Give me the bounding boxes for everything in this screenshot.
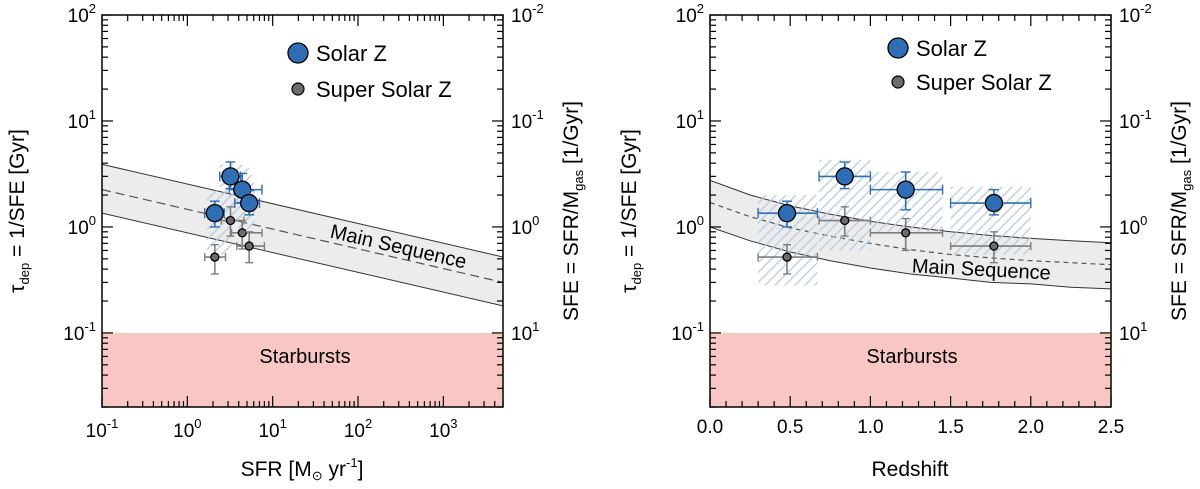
super-solar-series bbox=[204, 206, 266, 275]
solar-point bbox=[221, 167, 240, 186]
y-axis-ticks: 10-1 100 101 102 bbox=[671, 1, 721, 408]
y-tick-label: 10-1 bbox=[671, 319, 704, 345]
super-solar-point bbox=[244, 241, 254, 251]
y2-tick-label: 10-1 bbox=[511, 107, 544, 133]
x-tick-label: 0.5 bbox=[777, 417, 803, 438]
y-tick-label: 10-1 bbox=[63, 319, 96, 345]
legend: Solar Z Super Solar Z bbox=[887, 36, 1052, 95]
y-tick-label: 102 bbox=[676, 1, 704, 27]
y2-tick-label: 100 bbox=[1119, 213, 1147, 239]
y-tick-label: 101 bbox=[68, 107, 96, 133]
y2-axis-ticks: 101 100 10-1 10-2 bbox=[492, 1, 544, 408]
x-tick-label: 103 bbox=[429, 416, 457, 442]
y2-tick-label: 10-2 bbox=[511, 1, 544, 27]
x-tick-label: 101 bbox=[258, 416, 286, 442]
starburst-region bbox=[102, 332, 503, 407]
x-tick-label: 100 bbox=[173, 416, 201, 442]
x-tick-label: 0.0 bbox=[697, 417, 723, 438]
y-axis-ticks: 10-1 100 101 102 bbox=[63, 1, 113, 408]
x-axis-label: Redshift bbox=[871, 458, 948, 481]
x-tick-label: 2.5 bbox=[1098, 417, 1124, 438]
legend-marker-solar bbox=[287, 42, 309, 64]
y-axis-label: τdep = 1/SFE [Gyr] bbox=[618, 129, 644, 293]
legend-label-super-solar: Super Solar Z bbox=[316, 77, 452, 102]
super-solar-point bbox=[225, 215, 236, 226]
x-axis-ticks: 0.0 0.5 1.0 1.5 2.0 2.5 bbox=[697, 15, 1124, 438]
x-tick-label: 102 bbox=[344, 416, 372, 442]
legend-marker-super-solar bbox=[891, 75, 905, 89]
super-solar-point bbox=[840, 215, 850, 226]
plot-frame bbox=[709, 14, 1112, 408]
y-tick-label: 100 bbox=[68, 213, 96, 239]
legend-marker-solar bbox=[887, 37, 909, 59]
y2-tick-label: 101 bbox=[1119, 319, 1147, 345]
super-solar-series bbox=[757, 206, 1032, 275]
legend-label-solar: Solar Z bbox=[316, 41, 387, 66]
x-tick-label: 1.5 bbox=[937, 417, 963, 438]
legend-label-super-solar: Super Solar Z bbox=[916, 70, 1052, 95]
legend-label-solar: Solar Z bbox=[916, 36, 987, 61]
y2-tick-label: 10-1 bbox=[1119, 107, 1152, 133]
x-tick-label: 10-1 bbox=[86, 416, 119, 442]
x-axis-label: SFR [M⊙ yr-1] bbox=[241, 455, 364, 483]
super-solar-point bbox=[782, 252, 792, 262]
solar-series bbox=[757, 161, 1032, 228]
starburst-label: Starbursts bbox=[259, 346, 350, 368]
solar-point bbox=[835, 167, 854, 186]
solar-point bbox=[984, 193, 1004, 213]
solar-series bbox=[204, 161, 263, 228]
legend: Solar Z Super Solar Z bbox=[287, 41, 452, 102]
super-solar-point bbox=[901, 228, 911, 238]
main-sequence-center-line bbox=[102, 189, 503, 283]
y-axis-label: τdep = 1/SFE [Gyr] bbox=[6, 129, 32, 293]
starburst-region bbox=[710, 332, 1111, 407]
super-solar-point bbox=[989, 241, 999, 251]
main-sequence-band bbox=[102, 164, 503, 306]
x-axis-ticks: 10-1 100 101 102 103 bbox=[86, 15, 504, 442]
super-solar-point bbox=[210, 252, 220, 262]
y-tick-label: 100 bbox=[676, 213, 704, 239]
solar-point bbox=[896, 180, 915, 199]
y2-tick-label: 100 bbox=[511, 213, 539, 239]
plot-frame bbox=[101, 14, 504, 408]
main-sequence-lower-line bbox=[102, 212, 503, 307]
starburst-label: Starbursts bbox=[866, 346, 957, 368]
main-sequence-band bbox=[710, 180, 1111, 289]
y2-axis-label: SFE = SFR/Mgas [1/Gyr] bbox=[560, 101, 586, 321]
solar-point bbox=[205, 203, 224, 223]
y2-axis-ticks: 101 100 10-1 10-2 bbox=[1100, 1, 1152, 408]
y2-tick-label: 101 bbox=[511, 319, 539, 345]
y-tick-label: 102 bbox=[68, 1, 96, 27]
y-tick-label: 101 bbox=[676, 107, 704, 133]
x-tick-label: 2.0 bbox=[1018, 417, 1044, 438]
legend-marker-super-solar bbox=[291, 82, 305, 96]
solar-point bbox=[239, 193, 259, 213]
main-sequence-upper-line bbox=[102, 163, 503, 258]
y2-axis-label: SFE = SFR/Mgas [1/Gyr] bbox=[1168, 101, 1194, 321]
y2-tick-label: 10-2 bbox=[1119, 1, 1152, 27]
super-solar-point bbox=[237, 228, 247, 238]
solar-point bbox=[777, 203, 797, 223]
x-tick-label: 1.0 bbox=[857, 417, 883, 438]
